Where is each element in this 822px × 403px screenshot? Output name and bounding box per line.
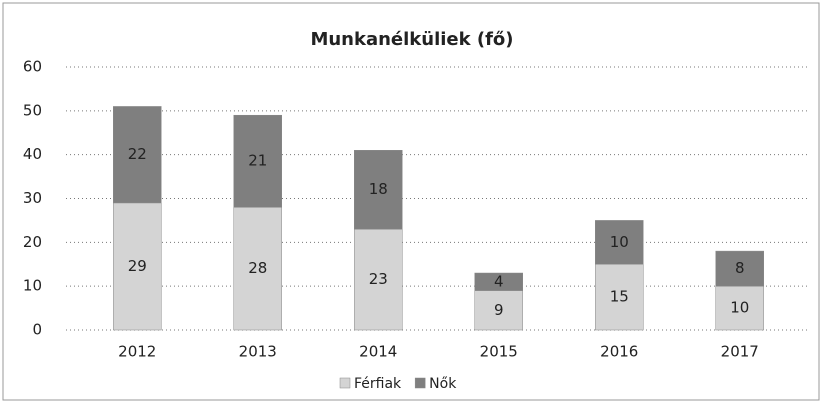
bar-segment xyxy=(474,290,523,331)
bar-segment xyxy=(233,207,282,331)
data-label: 21 xyxy=(248,152,267,170)
data-label: 22 xyxy=(128,145,147,163)
y-tick-label: 0 xyxy=(32,321,42,339)
chart-title: Munkanélküliek (fő) xyxy=(310,29,513,50)
data-label: 23 xyxy=(369,270,388,288)
x-tick-label: 2012 xyxy=(118,343,156,361)
data-label: 10 xyxy=(730,299,749,317)
data-label: 8 xyxy=(735,259,745,277)
y-tick-label: 50 xyxy=(23,101,42,119)
x-tick-label: 2014 xyxy=(359,343,397,361)
x-tick-label: 2017 xyxy=(721,343,759,361)
legend-swatch xyxy=(414,377,426,389)
data-label: 15 xyxy=(610,288,629,306)
data-label: 9 xyxy=(494,301,504,319)
data-label: 29 xyxy=(128,257,147,275)
bar-segment xyxy=(354,228,403,331)
data-label: 28 xyxy=(248,259,267,277)
bar-segment xyxy=(113,202,162,331)
y-tick-label: 10 xyxy=(23,277,42,295)
bar-segment xyxy=(113,106,162,204)
y-tick-label: 30 xyxy=(23,189,42,207)
bar-segment xyxy=(715,250,764,287)
bar-segment xyxy=(474,272,523,291)
legend-swatch xyxy=(339,377,351,389)
legend-label: Nők xyxy=(429,376,457,392)
data-label: 4 xyxy=(494,272,504,290)
bar-segment xyxy=(354,150,403,230)
bar-segment xyxy=(233,114,282,208)
legend-label: Férfiak xyxy=(354,376,402,392)
data-label: 18 xyxy=(369,180,388,198)
y-tick-label: 40 xyxy=(23,145,42,163)
bar-segment xyxy=(595,264,644,331)
y-tick-label: 20 xyxy=(23,233,42,251)
x-tick-label: 2013 xyxy=(239,343,277,361)
x-tick-label: 2015 xyxy=(480,343,518,361)
data-label: 10 xyxy=(610,233,629,251)
bar-segment xyxy=(595,220,644,265)
y-tick-label: 60 xyxy=(23,58,42,76)
x-tick-label: 2016 xyxy=(600,343,638,361)
bar-segment xyxy=(715,285,764,331)
